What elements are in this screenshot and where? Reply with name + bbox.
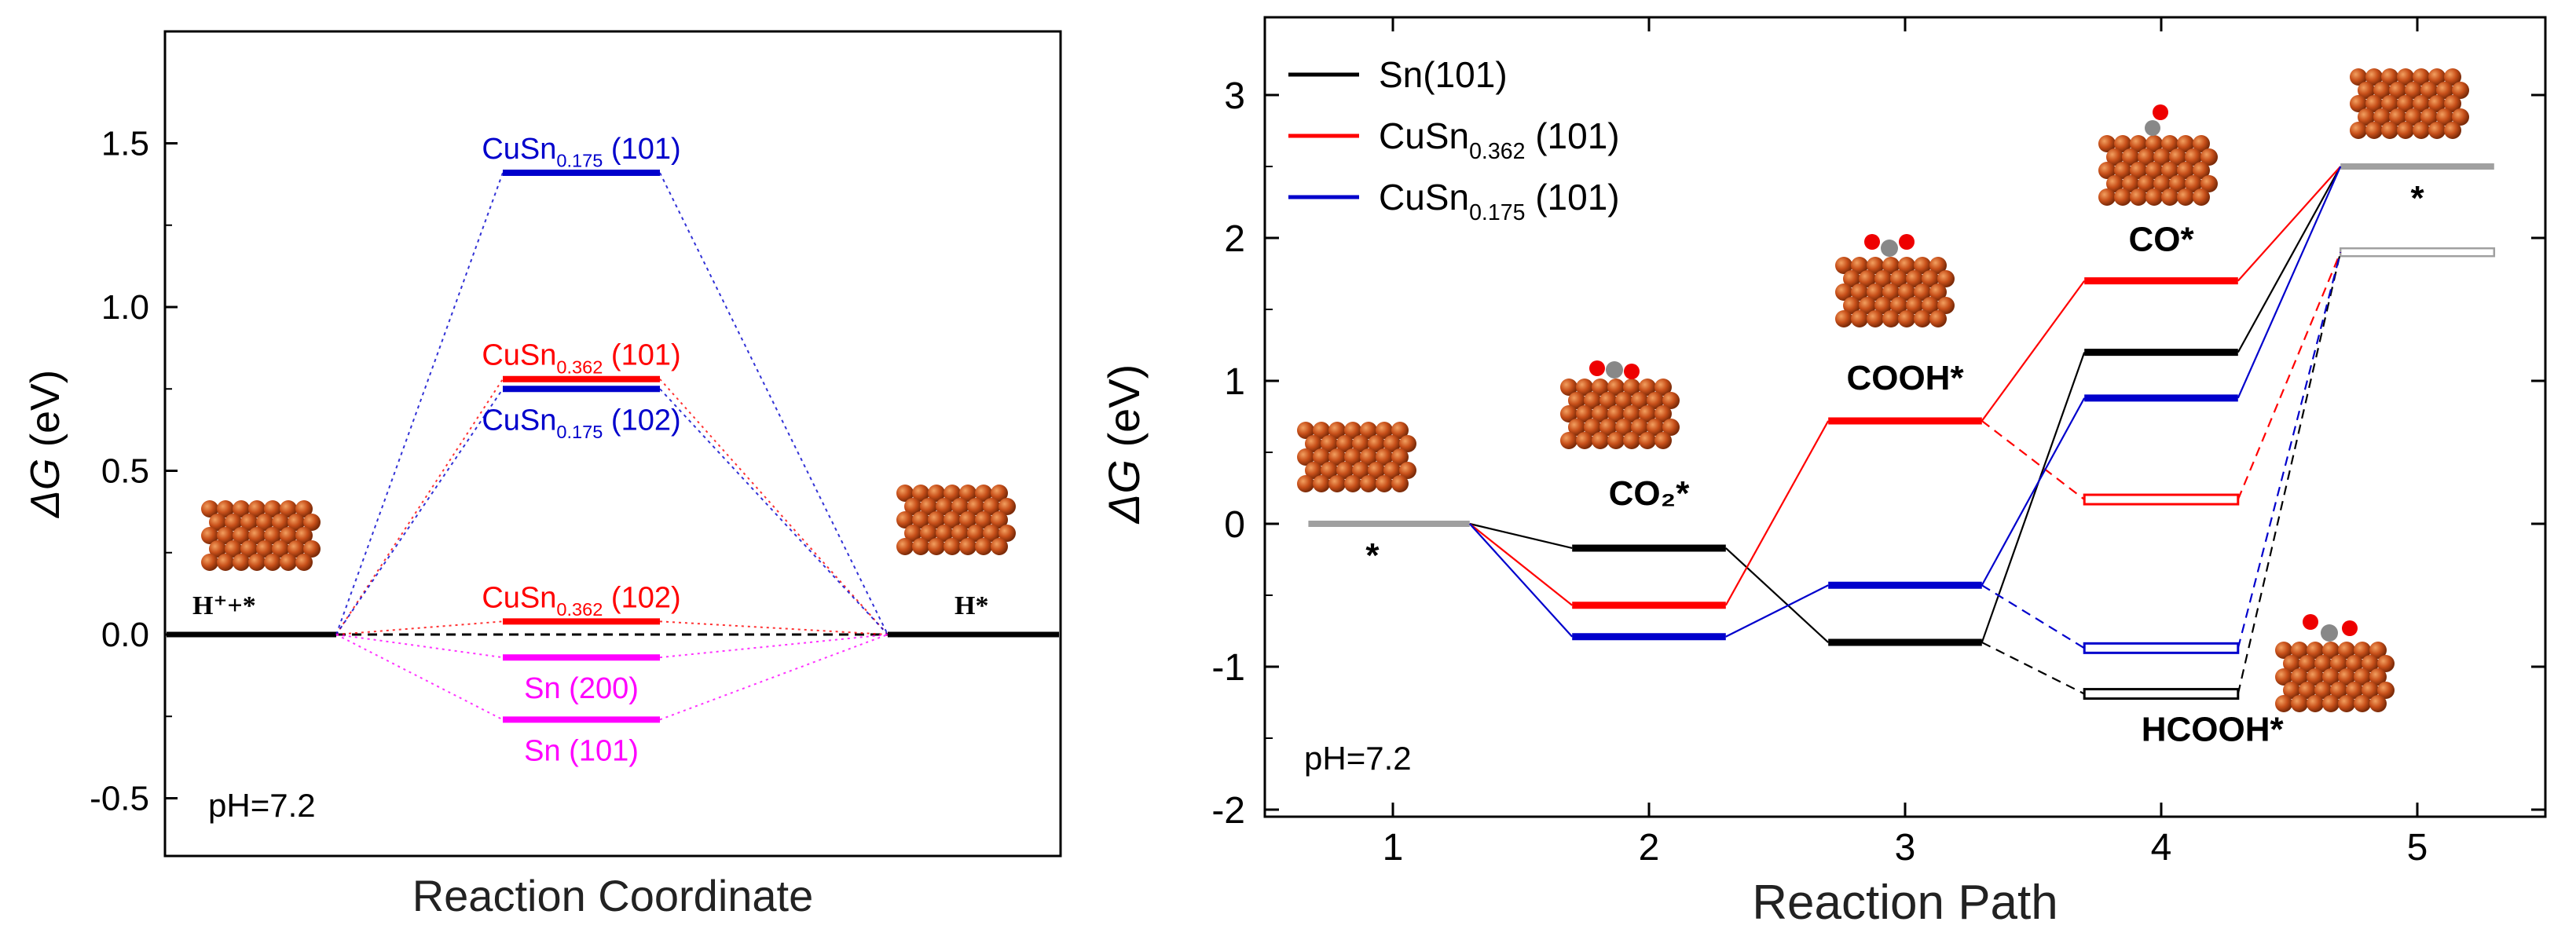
left-level-label: CuSn0.175 (102) [482, 404, 680, 442]
legend-label: Sn(101) [1379, 54, 1508, 95]
right-state-label: * [2410, 179, 2424, 218]
right-hcooh-connector [1981, 642, 2085, 695]
left-x-axis-label: Reaction Coordinate [412, 871, 814, 920]
right-y-axis-label: ΔG (eV) [1099, 364, 1149, 525]
left-level-label: Sn (200) [524, 672, 639, 705]
right-x-tick-label: 4 [2151, 827, 2172, 869]
right-hcooh-connector [2237, 251, 2342, 500]
right-y-tick-label: -1 [1211, 647, 1245, 689]
left-y-tick-label: 0.5 [101, 452, 149, 491]
left-y-tick-label: -0.5 [90, 780, 149, 818]
left-state-initial-label: H⁺+* [192, 591, 256, 620]
right-state-label: COOH* [1846, 359, 1964, 397]
right-connector-line [1468, 523, 1574, 638]
right-connector-line [2237, 166, 2342, 282]
right-panel: -2 -1 0 1 2 3 1 2 3 4 5 ΔG (eV) Reaction Path pH=… [1099, 16, 2547, 930]
left-y-tick-label: 0.0 [101, 616, 149, 654]
right-state-label: CO₂* [1609, 474, 1691, 513]
left-connector-line [335, 379, 504, 635]
right-hcooh-connector [1981, 420, 2085, 500]
left-state-final-label: H* [955, 591, 988, 620]
right-x-axis-label: Reaction Path [1752, 876, 2058, 930]
left-connector-line [335, 620, 504, 635]
left-connector-line [335, 172, 504, 635]
left-connector-line [335, 388, 504, 635]
right-connector-line [1469, 522, 1573, 550]
right-state-label: * [1365, 536, 1380, 575]
left-panel: -0.5 0.0 0.5 1.0 1.5 ΔG (eV) Reaction Coordi… [23, 30, 1062, 920]
left-level-label: Sn (101) [524, 734, 639, 767]
left-level-label: CuSn0.362 (102) [482, 581, 680, 620]
right-ph-annotation: pH=7.2 [1304, 740, 1412, 777]
right-slab-state1 [1297, 422, 1416, 492]
left-y-tick-label: 1.0 [101, 288, 149, 327]
right-hcooh-connector [2237, 251, 2342, 694]
left-y-ticks: -0.5 0.0 0.5 1.0 1.5 [90, 125, 178, 818]
right-slab-cooh [1835, 234, 1955, 327]
right-hcooh-level [2083, 688, 2240, 700]
right-reaction-paths [1308, 163, 2496, 700]
right-y-tick-label: 2 [1224, 218, 1245, 260]
right-state-label: CO* [2128, 221, 2194, 259]
left-slab-final [896, 485, 1016, 555]
right-hcooh-level [2083, 642, 2240, 654]
right-state-label: HCOOH* [2142, 711, 2285, 749]
right-x-tick-label: 1 [1383, 827, 1404, 869]
left-ph-annotation: pH=7.2 [208, 787, 316, 824]
left-connector-line [659, 620, 889, 635]
right-x-tick-label: 5 [2407, 827, 2428, 869]
legend-label: CuSn0.175 (101) [1379, 177, 1620, 225]
right-y-tick-label: 3 [1224, 75, 1245, 117]
right-y-tick-label: -2 [1211, 790, 1245, 832]
right-connector-line [1725, 584, 1829, 638]
right-connector-line [1724, 420, 1830, 606]
right-connector-line [1981, 397, 2086, 586]
left-connector-line [659, 388, 889, 635]
right-connector-line [1981, 352, 2086, 643]
legend-label: CuSn0.362 (101) [1379, 115, 1620, 164]
left-plot-frame [163, 30, 1062, 858]
left-connector-line [659, 634, 889, 659]
left-energy-levels: CuSn0.175 (101) CuSn0.362 (101) CuSn0.175 … [335, 133, 889, 767]
left-level-label: CuSn0.362 (101) [482, 339, 680, 378]
right-connector-line [1725, 547, 1829, 643]
right-slab-co2 [1560, 360, 1680, 449]
right-slab-co [2098, 104, 2218, 206]
left-y-axis-label: ΔG (eV) [23, 370, 68, 519]
right-connector-line [2237, 166, 2342, 399]
left-level-label: CuSn0.175 (101) [482, 133, 680, 171]
right-y-tick-label: 1 [1224, 361, 1245, 403]
left-connector-line [659, 634, 889, 721]
right-x-tick-label: 2 [1639, 827, 1660, 869]
right-state-labels: * CO₂* COOH* CO* HCOOH* * [1365, 179, 2424, 749]
right-y-ticks: -2 -1 0 1 2 3 [1211, 75, 2545, 832]
left-connector-line [335, 634, 504, 721]
right-hcooh-connector [2237, 251, 2342, 649]
left-slab-initial [201, 500, 321, 571]
right-hcooh-connector [1981, 584, 2085, 649]
left-y-tick-label: 1.5 [101, 125, 149, 163]
left-connector-line [659, 379, 889, 635]
right-x-ticks: 1 2 3 4 5 [1383, 17, 2428, 869]
left-connector-line [659, 172, 889, 635]
right-connector-line [1469, 523, 1573, 606]
right-x-tick-label: 3 [1895, 827, 1916, 869]
left-connector-line [335, 634, 504, 659]
right-slab-hcooh [2275, 614, 2395, 712]
right-connector-line [2237, 166, 2342, 353]
right-level-bar-alt [2339, 247, 2496, 258]
right-slab-final [2350, 68, 2469, 139]
right-y-tick-label: 0 [1224, 504, 1245, 546]
right-legend: Sn(101) CuSn0.362 (101) CuSn0.175 (101) [1288, 54, 1620, 225]
right-hcooh-level [2083, 493, 2240, 506]
right-connector-line [1981, 280, 2086, 422]
